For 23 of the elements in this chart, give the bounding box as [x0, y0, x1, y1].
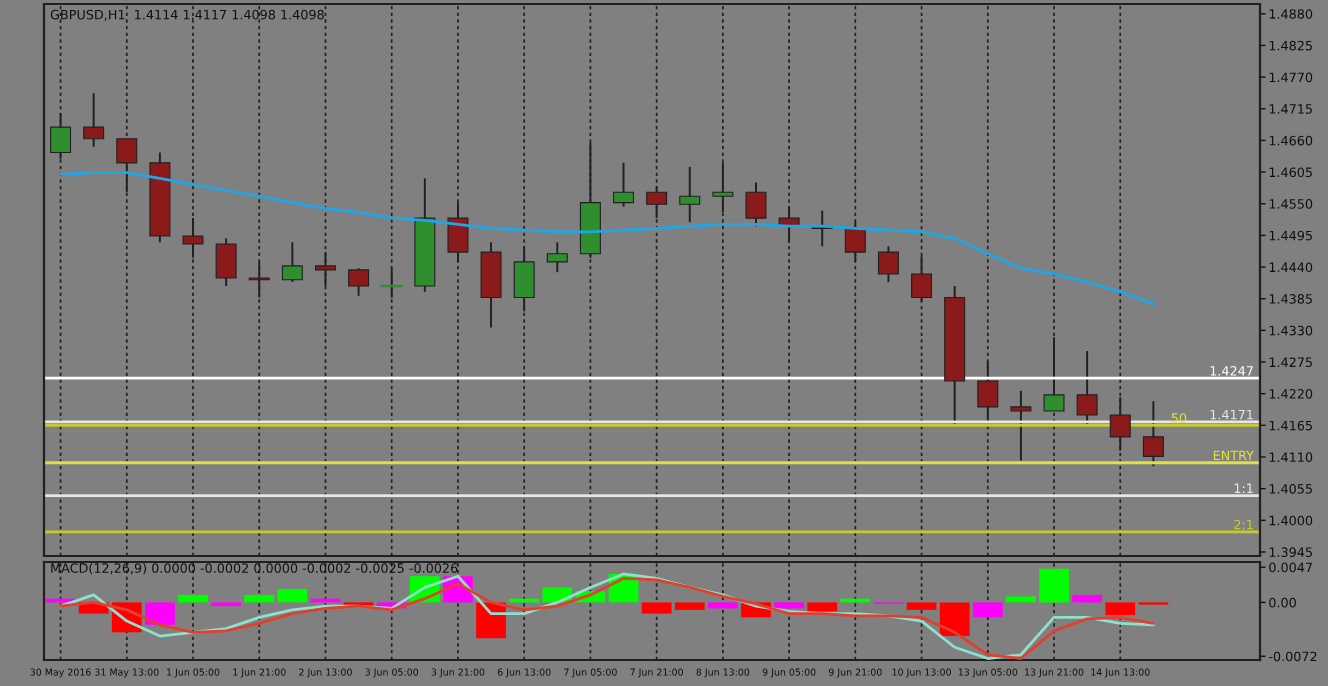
bar	[939, 602, 970, 637]
candlestick	[877, 245, 899, 283]
candlestick	[348, 267, 370, 297]
bar	[906, 602, 937, 610]
bar	[178, 594, 208, 603]
candlestick	[546, 241, 568, 274]
candlestick	[679, 165, 701, 224]
bar	[145, 602, 175, 625]
candlestick	[745, 181, 767, 228]
line-series	[59, 171, 1155, 306]
candlestick	[1142, 400, 1164, 468]
candlestick	[83, 92, 105, 148]
candlestick	[613, 161, 635, 208]
bar	[1072, 594, 1103, 603]
candlestick	[1076, 350, 1098, 426]
bar	[707, 602, 738, 609]
bar	[972, 602, 1003, 618]
candlestick	[480, 241, 502, 329]
bar	[807, 602, 838, 612]
candlestick	[1010, 389, 1032, 462]
bar	[774, 602, 804, 609]
candlestick	[215, 237, 237, 288]
candlestick	[281, 241, 303, 283]
